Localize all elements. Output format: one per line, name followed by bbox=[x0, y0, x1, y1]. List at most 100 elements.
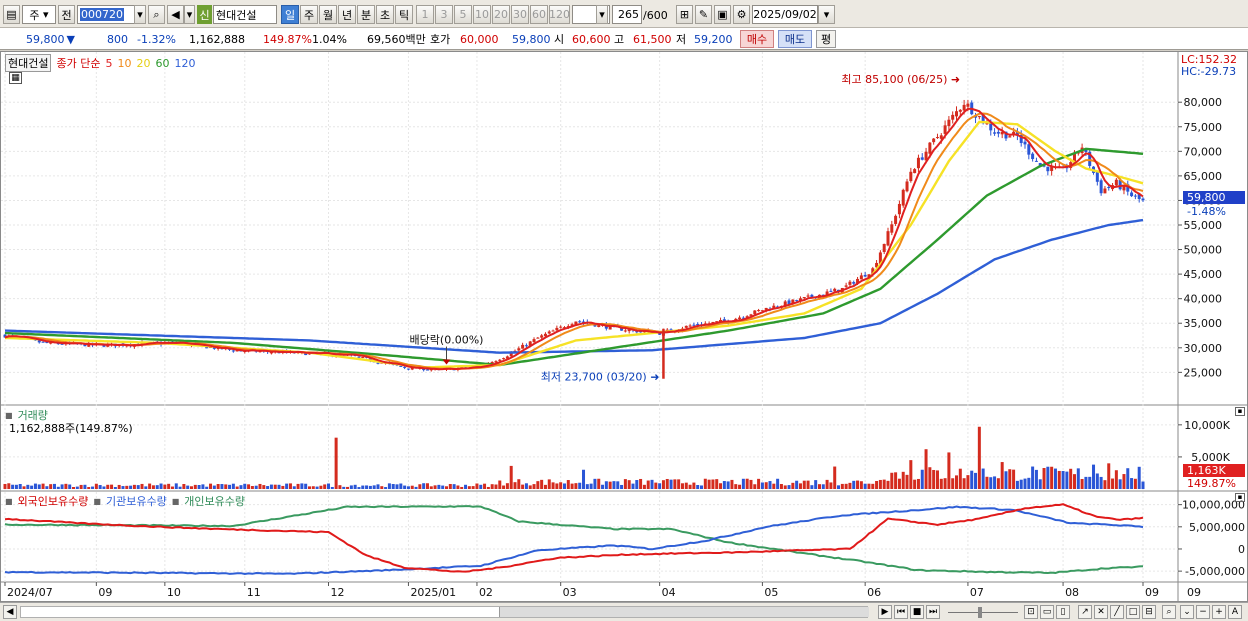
code-dropdown-icon[interactable]: ▾ bbox=[134, 5, 146, 24]
buy-button[interactable]: 매수 bbox=[740, 30, 774, 48]
compare-icon[interactable]: ▯ bbox=[1056, 605, 1070, 619]
volume-bar bbox=[140, 483, 144, 489]
interval-button-10[interactable]: 10 bbox=[473, 5, 491, 24]
period-button-6[interactable]: 틱 bbox=[395, 5, 413, 24]
candle-body bbox=[578, 321, 582, 323]
line-tool-icon[interactable]: ╱ bbox=[1110, 605, 1124, 619]
box-tool-icon[interactable]: □ bbox=[1126, 605, 1140, 619]
window-menu-icon[interactable]: ▤ bbox=[3, 5, 20, 24]
candle-body bbox=[833, 288, 837, 292]
candle-body bbox=[924, 151, 928, 161]
trend-tool-icon[interactable]: ↗ bbox=[1078, 605, 1092, 619]
volume-bar bbox=[456, 485, 460, 489]
volume-bar bbox=[479, 484, 483, 489]
volume-bar bbox=[33, 483, 37, 489]
volume-bar bbox=[18, 484, 22, 489]
flat-button[interactable]: 평 bbox=[816, 30, 836, 48]
interval-button-120[interactable]: 120 bbox=[549, 5, 570, 24]
sound-icon[interactable]: ◀ bbox=[167, 5, 184, 24]
interval-button-3[interactable]: 3 bbox=[435, 5, 453, 24]
candle-body bbox=[1084, 149, 1088, 153]
period-dropdown[interactable]: 주 ▾ bbox=[22, 5, 56, 24]
interval-button-30[interactable]: 30 bbox=[511, 5, 529, 24]
interval-button-60[interactable]: 60 bbox=[530, 5, 548, 24]
scroll-thumb[interactable] bbox=[499, 607, 869, 617]
holding-pane-close-icon[interactable]: ▪ bbox=[1235, 493, 1245, 502]
candle-body bbox=[528, 341, 532, 346]
candle-body bbox=[505, 356, 509, 359]
zoom-out-icon[interactable]: − bbox=[1196, 605, 1210, 619]
volume-bar bbox=[840, 483, 844, 489]
chart-svg: 25,00030,00035,00040,00045,00050,00055,0… bbox=[1, 52, 1247, 601]
chart-settings-icon[interactable]: ⊞ bbox=[676, 5, 693, 24]
chart-area[interactable]: 25,000 30,000 35,000 40,000 45,000 50,000 55,0… bbox=[0, 51, 1248, 602]
volume-pane-close-icon[interactable]: ▪ bbox=[1235, 407, 1245, 416]
scroll-first-icon[interactable]: ⏮ bbox=[894, 605, 908, 619]
candle-body bbox=[502, 358, 506, 360]
period-button-0[interactable]: 일 bbox=[281, 5, 299, 24]
candle-body bbox=[45, 342, 49, 344]
volume-bar bbox=[859, 481, 863, 489]
collapse-icon[interactable]: ⌄ bbox=[1180, 605, 1194, 619]
volume-bar bbox=[513, 482, 517, 489]
search-icon[interactable]: ⌕ bbox=[148, 5, 165, 24]
scroll-last-icon[interactable]: ⏭ bbox=[926, 605, 940, 619]
volume-bar bbox=[635, 480, 639, 489]
gear-icon[interactable]: ⚙ bbox=[733, 5, 750, 24]
period-button-1[interactable]: 주 bbox=[300, 5, 318, 24]
volume-bar bbox=[220, 484, 224, 489]
period-button-5[interactable]: 초 bbox=[376, 5, 394, 24]
volume-bar bbox=[878, 479, 882, 489]
jeon-button[interactable]: 전 bbox=[58, 5, 75, 24]
stock-label[interactable]: 현대건설 bbox=[5, 54, 52, 72]
zoom-slider[interactable] bbox=[948, 606, 1018, 618]
volume-bar bbox=[871, 483, 875, 489]
candle-body bbox=[1133, 195, 1137, 197]
calendar-dropdown-icon[interactable]: ▾ bbox=[818, 5, 835, 24]
stop-icon[interactable]: ■ bbox=[910, 605, 924, 619]
volume-bar bbox=[243, 483, 247, 489]
table-icon[interactable]: ▦ bbox=[9, 72, 22, 84]
cross-tool-icon[interactable]: ✕ bbox=[1094, 605, 1108, 619]
scroll-left-icon[interactable]: ◀ bbox=[3, 605, 17, 619]
period-button-4[interactable]: 분 bbox=[357, 5, 375, 24]
interval-button-5[interactable]: 5 bbox=[454, 5, 472, 24]
split-tool-icon[interactable]: ⊟ bbox=[1142, 605, 1156, 619]
font-size-icon[interactable]: A bbox=[1228, 605, 1242, 619]
zoom-fit-icon[interactable]: ⊡ bbox=[1024, 605, 1038, 619]
volume-bar bbox=[106, 484, 110, 489]
period-button-3[interactable]: 년 bbox=[338, 5, 356, 24]
scroll-right-icon[interactable]: ▶ bbox=[878, 605, 892, 619]
stock-name-field[interactable]: 현대건설 bbox=[213, 5, 277, 24]
price-tick-label: 50,000 bbox=[1184, 244, 1223, 257]
candle-body bbox=[878, 252, 882, 264]
zoom-area-icon[interactable]: ▭ bbox=[1040, 605, 1054, 619]
period-button-2[interactable]: 월 bbox=[319, 5, 337, 24]
sell-button[interactable]: 매도 bbox=[778, 30, 812, 48]
volume-bar bbox=[403, 485, 407, 489]
candle-body bbox=[627, 329, 631, 332]
candle-body bbox=[863, 274, 867, 277]
scroll-track[interactable] bbox=[20, 606, 869, 618]
save-icon[interactable]: ▣ bbox=[714, 5, 731, 24]
candle-body bbox=[958, 109, 962, 112]
interval-button-20[interactable]: 20 bbox=[492, 5, 510, 24]
draw-tool-icon[interactable]: ✎ bbox=[695, 5, 712, 24]
volume-bar bbox=[129, 485, 133, 489]
date-input[interactable]: 2025/09/02 bbox=[752, 5, 818, 24]
month-label: 2024/07 bbox=[7, 586, 53, 599]
sound-dropdown-icon[interactable]: ▾ bbox=[184, 5, 195, 24]
stock-code-input[interactable]: 000720 bbox=[77, 5, 135, 24]
zoom-in-icon[interactable]: + bbox=[1212, 605, 1226, 619]
volume-bar bbox=[64, 483, 68, 489]
candle-body bbox=[60, 343, 64, 345]
candle-body bbox=[962, 104, 966, 111]
count-input[interactable]: 265 bbox=[612, 5, 642, 24]
volume-bar bbox=[37, 484, 41, 489]
magnifier-icon[interactable]: ⌕ bbox=[1162, 605, 1176, 619]
volume-bar bbox=[977, 426, 981, 489]
blank-dropdown-icon[interactable]: ▾ bbox=[596, 5, 608, 24]
volume-bar bbox=[460, 486, 464, 489]
price-tick-label: 40,000 bbox=[1184, 293, 1223, 306]
interval-button-1[interactable]: 1 bbox=[416, 5, 434, 24]
